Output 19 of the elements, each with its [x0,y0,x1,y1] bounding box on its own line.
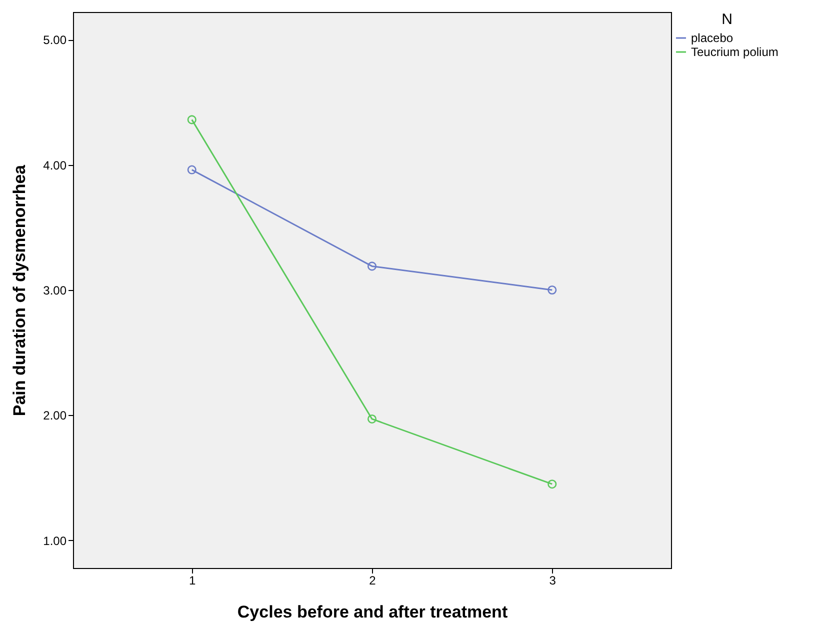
point [548,285,557,295]
y-tick-label: 5.00 [43,33,67,48]
point [367,414,377,424]
point [367,262,377,271]
point [187,165,196,174]
x-tick-label: 2 [369,574,376,588]
x-axis-title: Cycles before and after treatment [237,602,508,622]
y-tick-label: 4.00 [43,158,67,172]
legend-label: Teucrium polium [691,45,778,59]
point [187,115,196,124]
y-tick-label: 1.00 [43,534,67,548]
legend-label: placebo [691,31,734,45]
x-tick-label: 3 [549,574,556,588]
y-tick-label: 3.00 [43,284,67,298]
legend-title: N [722,11,732,28]
x-tick-label: 1 [189,574,196,588]
y-axis-title: Pain duration of dysmenorrhea [10,164,30,416]
y-tick-label: 2.00 [43,408,67,423]
point [548,480,557,489]
